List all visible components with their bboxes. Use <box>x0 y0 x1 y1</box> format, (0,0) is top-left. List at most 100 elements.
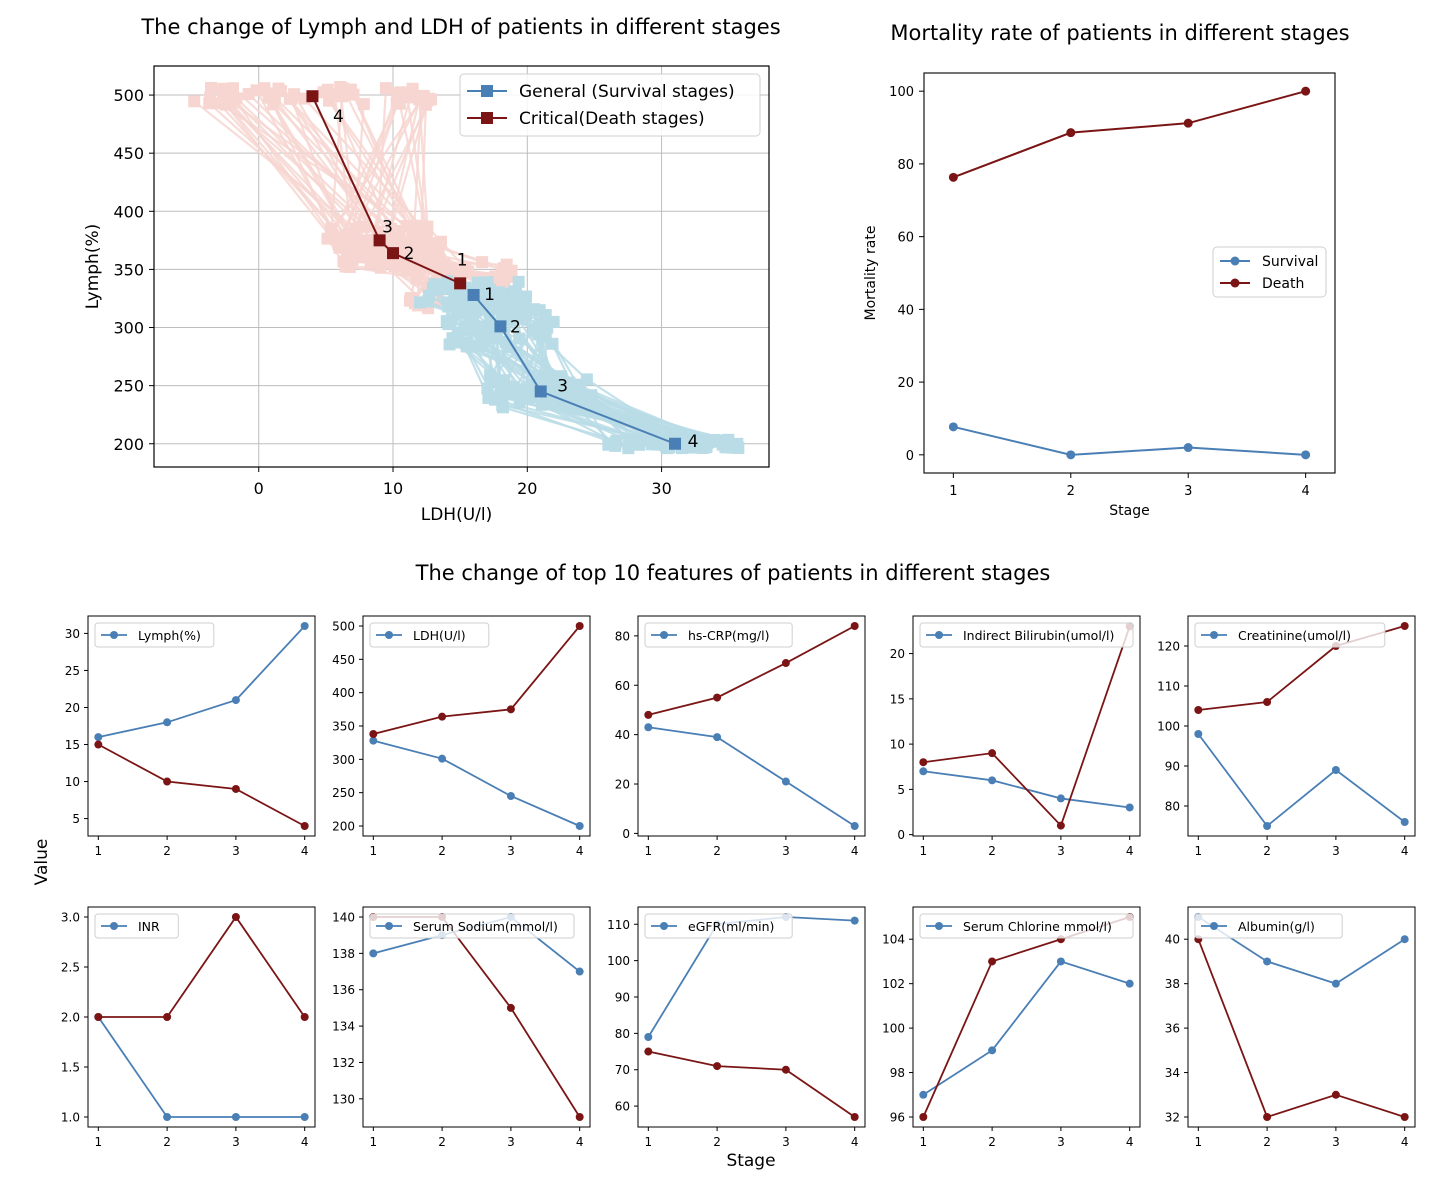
death-trajectory-marker <box>339 260 352 273</box>
feature-y-tick-label: 3.0 <box>61 911 80 925</box>
survival-feature-line <box>98 625 306 738</box>
survival-trajectory-marker <box>446 332 459 345</box>
feature-y-tick-label: 102 <box>882 977 905 991</box>
features-stage-label: Stage <box>726 1151 775 1171</box>
feature-legend-marker <box>110 631 118 639</box>
survival-feature-point <box>575 822 584 830</box>
feature-y-tick-label: 100 <box>1157 720 1180 734</box>
survival-stage-label: 1 <box>484 285 495 305</box>
death-feature-line <box>1197 938 1405 1119</box>
survival-feature-point <box>438 754 447 763</box>
feature-legend: Serum Sodium(mmol/l) <box>369 913 575 939</box>
survival-mean-marker <box>467 288 480 301</box>
death-feature-point <box>506 1003 515 1012</box>
feature-x-tick-label: 3 <box>1332 844 1340 858</box>
feature-x-tick-label: 4 <box>1126 844 1134 858</box>
feature-panel-6: 1 2 3 4 1.0 1.5 2.0 2.5 3.0 INR <box>61 906 316 1149</box>
scatter-x-tick-label: 0 <box>254 479 264 498</box>
feature-x-tick-label: 1 <box>369 1135 377 1149</box>
feature-y-tick-label: 40 <box>615 728 630 742</box>
death-trajectory-marker <box>283 92 296 105</box>
feature-x-tick-label: 1 <box>1194 1135 1202 1149</box>
death-feature-point <box>1056 821 1065 830</box>
survival-trajectory-marker <box>454 307 467 320</box>
death-feature-point <box>1194 706 1203 714</box>
feature-y-tick-label: 10 <box>65 775 80 789</box>
survival-feature-point <box>300 622 309 630</box>
feature-legend: Lymph(%) <box>94 622 215 648</box>
death-feature-line <box>98 915 306 1018</box>
feature-y-tick-label: 5 <box>72 812 80 826</box>
survival-trajectory-marker <box>721 441 734 454</box>
feature-x-tick-label: 2 <box>438 1135 446 1149</box>
death-trajectory-marker <box>268 91 281 104</box>
feature-y-tick-label: 250 <box>332 786 355 800</box>
survival-feature-line <box>97 1016 305 1118</box>
survival-mean-marker <box>494 320 507 333</box>
survival-feature-point <box>369 736 378 745</box>
death-trajectory-marker <box>325 223 338 236</box>
death-feature-line <box>923 626 1131 828</box>
survival-mortality-point <box>948 422 958 432</box>
survival-trajectory-marker <box>481 276 494 289</box>
feature-legend: Indirect Bilirubin(umol/l) <box>919 622 1134 648</box>
death-feature-point <box>438 712 447 721</box>
feature-legend-marker <box>660 631 668 639</box>
feature-y-tick-label: 20 <box>615 778 630 792</box>
survival-feature-point <box>1125 803 1134 812</box>
feature-x-tick-label: 2 <box>163 1135 171 1149</box>
death-stage-label: 1 <box>457 250 468 270</box>
survival-trajectory <box>451 300 670 449</box>
feature-legend-box <box>94 622 215 648</box>
survival-trajectory-marker <box>580 373 593 386</box>
feature-y-tick-label: 2.5 <box>61 961 80 975</box>
feature-legend-box <box>919 622 1134 648</box>
survival-feature-point <box>1056 794 1065 803</box>
feature-legend-label: Creatinine(umol/l) <box>1238 628 1351 643</box>
death-feature-point <box>231 784 240 793</box>
feature-y-tick-label: 130 <box>332 1092 355 1106</box>
death-trajectory-marker <box>399 258 412 271</box>
feature-y-tick-label: 134 <box>332 1020 355 1034</box>
feature-x-tick-label: 3 <box>1332 1135 1340 1149</box>
scatter-x-tick-label: 10 <box>383 479 403 498</box>
death-legend-label: Death <box>1262 276 1304 292</box>
death-mortality-line <box>953 90 1306 179</box>
survival-legend-label: Survival <box>1262 254 1318 270</box>
scatter-legend: General (Survival stages) Critical(Death … <box>459 73 761 137</box>
feature-x-tick-label: 2 <box>163 844 171 858</box>
death-feature-point <box>713 693 722 702</box>
death-feature-line <box>648 625 856 716</box>
feature-y-tick-label: 38 <box>1165 977 1180 991</box>
death-feature-point <box>94 1013 103 1021</box>
survival-trajectory-marker <box>489 332 502 345</box>
survival-trajectory-marker <box>541 321 554 334</box>
death-trajectory-marker <box>424 249 437 262</box>
survival-feature-point <box>1194 730 1203 738</box>
death-feature-point <box>1263 1113 1272 1121</box>
survival-feature-point <box>231 696 240 705</box>
scatter-y-tick-label: 400 <box>113 202 144 221</box>
feature-x-tick-label: 2 <box>1263 1135 1271 1149</box>
death-mortality-point <box>948 172 958 182</box>
death-feature-point <box>506 705 515 714</box>
survival-feature-point <box>369 949 378 958</box>
feature-plot-frame <box>912 615 1141 837</box>
feature-y-tick-label: 1.0 <box>61 1111 80 1125</box>
survival-stage-label: 3 <box>557 376 568 396</box>
death-trajectory-marker <box>462 265 475 278</box>
survival-trajectory-marker <box>528 303 541 316</box>
death-trajectory-marker <box>433 237 446 250</box>
feature-x-tick-label: 1 <box>94 844 102 858</box>
scatter-y-tick-label: 350 <box>113 260 144 279</box>
feature-legend: eGFR(ml/min) <box>644 913 793 939</box>
death-trajectory-marker <box>393 97 406 110</box>
mortality-y-tick-label: 80 <box>897 158 914 173</box>
feature-legend-label: LDH(U/l) <box>413 628 466 643</box>
feature-panel-5: 1 2 3 4 80 90 100 110 120 Creatinine(umol/l) <box>1157 615 1416 858</box>
survival-feature-point <box>300 1113 309 1121</box>
feature-x-tick-label: 3 <box>232 844 240 858</box>
mortality-plot-frame <box>923 72 1336 474</box>
survival-feature-point <box>1125 979 1134 988</box>
